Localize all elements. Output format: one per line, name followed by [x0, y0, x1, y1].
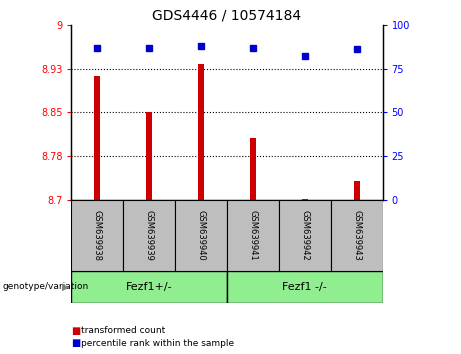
Text: transformed count: transformed count — [81, 326, 165, 336]
FancyBboxPatch shape — [227, 271, 383, 303]
FancyBboxPatch shape — [124, 200, 175, 271]
Text: Fezf1 -/-: Fezf1 -/- — [283, 282, 327, 292]
Bar — [354, 181, 360, 200]
Text: GSM639943: GSM639943 — [352, 210, 361, 261]
FancyBboxPatch shape — [71, 271, 227, 303]
Text: GSM639938: GSM639938 — [93, 210, 102, 261]
FancyBboxPatch shape — [331, 200, 383, 271]
Text: genotype/variation: genotype/variation — [2, 282, 89, 291]
FancyBboxPatch shape — [227, 200, 279, 271]
Text: Fezf1+/-: Fezf1+/- — [126, 282, 172, 292]
Text: percentile rank within the sample: percentile rank within the sample — [81, 339, 234, 348]
Bar — [301, 199, 308, 200]
Bar — [146, 112, 152, 200]
FancyBboxPatch shape — [71, 200, 124, 271]
Bar — [250, 137, 256, 200]
Text: GSM639940: GSM639940 — [196, 210, 206, 261]
Bar — [198, 64, 204, 200]
Text: GSM639939: GSM639939 — [145, 210, 154, 261]
Text: GSM639942: GSM639942 — [300, 210, 309, 261]
Text: ■: ■ — [71, 338, 81, 348]
FancyBboxPatch shape — [175, 200, 227, 271]
Text: ■: ■ — [71, 326, 81, 336]
Text: GSM639941: GSM639941 — [248, 210, 258, 261]
Text: ▶: ▶ — [62, 282, 70, 292]
Title: GDS4446 / 10574184: GDS4446 / 10574184 — [153, 8, 301, 22]
Bar — [95, 76, 100, 200]
FancyBboxPatch shape — [279, 200, 331, 271]
